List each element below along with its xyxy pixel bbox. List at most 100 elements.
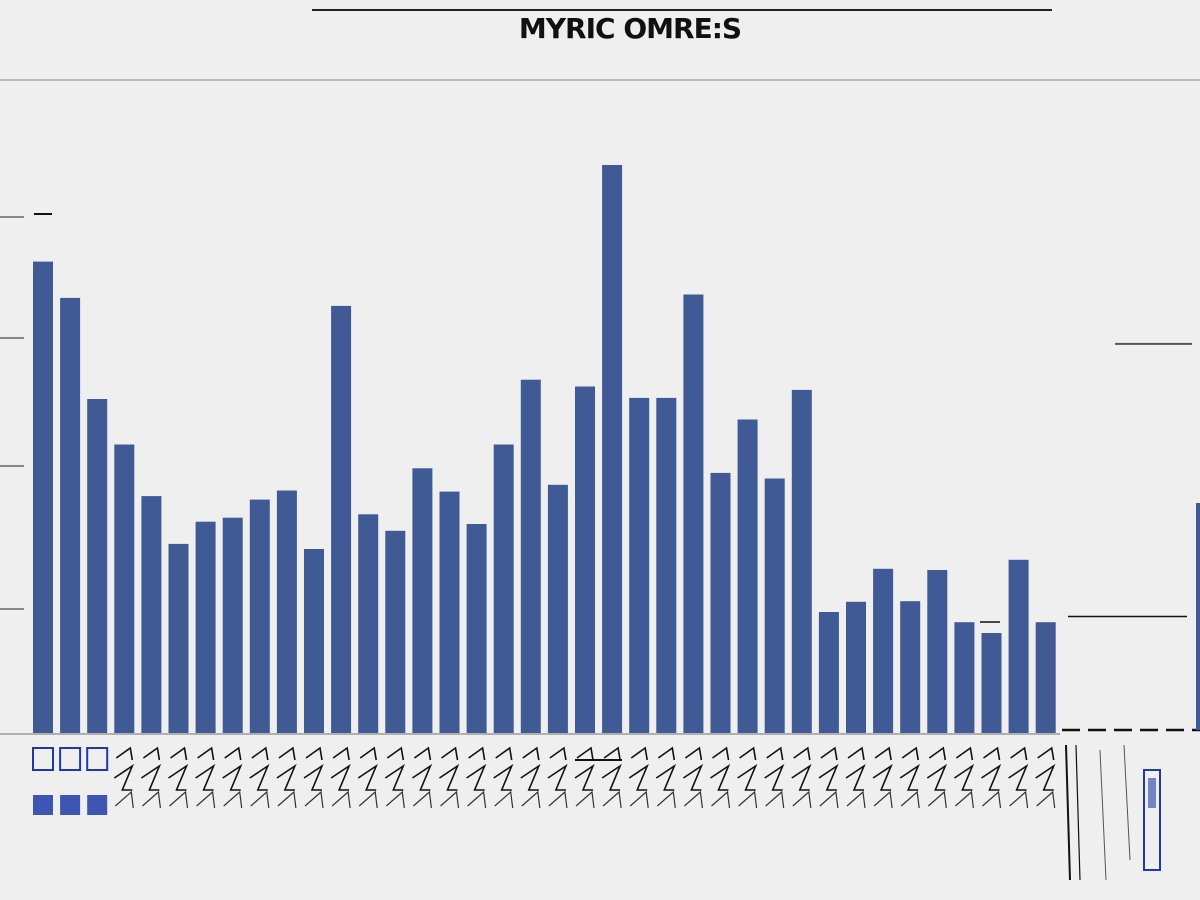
x-tick-glyph bbox=[439, 763, 460, 791]
bar bbox=[493, 444, 514, 733]
x-tick-glyph bbox=[411, 763, 433, 791]
x-tick-glyph bbox=[466, 763, 487, 791]
x-tick-glyph bbox=[384, 763, 406, 791]
x-tick-glyph bbox=[737, 763, 758, 791]
stub-tick-glyph bbox=[1065, 744, 1071, 881]
x-tick-glyph bbox=[249, 763, 270, 791]
bar bbox=[737, 419, 758, 733]
x-tick-glyph bbox=[900, 790, 920, 809]
x-tick-glyph bbox=[440, 790, 460, 809]
bar bbox=[873, 568, 894, 733]
stub-tick-glyph bbox=[1075, 744, 1081, 881]
x-tick-glyph bbox=[305, 746, 323, 761]
x-tick-glyph bbox=[847, 746, 865, 761]
x-tick-glyph bbox=[926, 763, 948, 791]
x-tick-glyph bbox=[845, 763, 866, 791]
x-tick-glyph bbox=[549, 746, 567, 761]
x-tick-glyph bbox=[791, 763, 812, 791]
x-tick-glyph bbox=[385, 790, 405, 809]
x-tick-glyph bbox=[547, 763, 568, 791]
x-tick-glyph bbox=[357, 763, 378, 791]
bar bbox=[331, 305, 352, 733]
bar bbox=[602, 165, 623, 733]
x-tick-glyph bbox=[331, 790, 351, 809]
x-tick-glyph bbox=[738, 790, 758, 809]
stub-bar bbox=[1196, 503, 1200, 730]
x-tick-glyph bbox=[142, 790, 161, 809]
x-tick-glyph bbox=[140, 763, 162, 791]
x-tick-glyph bbox=[766, 746, 784, 761]
x-tick-glyph bbox=[113, 763, 135, 791]
bar bbox=[846, 601, 866, 733]
stub-tick-glyph bbox=[1099, 749, 1107, 881]
x-tick-glyph bbox=[1037, 746, 1055, 761]
x-tick-glyph bbox=[413, 746, 432, 761]
x-tick-glyph bbox=[657, 746, 676, 761]
bar bbox=[114, 444, 135, 733]
x-tick-glyph bbox=[197, 746, 215, 761]
x-tick-glyph bbox=[820, 746, 838, 761]
x-tick-glyph bbox=[630, 746, 648, 761]
x-tick-glyph bbox=[493, 763, 514, 791]
bar bbox=[249, 499, 270, 733]
x-tick-glyph bbox=[33, 795, 53, 815]
x-tick-glyph bbox=[1036, 790, 1056, 809]
x-tick-glyph bbox=[142, 746, 161, 761]
x-tick-glyph bbox=[793, 746, 811, 761]
x-tick-glyph bbox=[601, 763, 622, 791]
bar bbox=[276, 490, 297, 733]
x-tick-glyph bbox=[739, 746, 757, 761]
bar bbox=[358, 514, 379, 733]
x-tick-glyph bbox=[277, 790, 297, 809]
x-tick-glyph bbox=[1008, 763, 1029, 791]
x-tick-glyph bbox=[60, 795, 81, 815]
bar bbox=[439, 491, 460, 733]
bar bbox=[927, 570, 948, 733]
x-tick-glyph bbox=[303, 763, 324, 791]
bar bbox=[466, 524, 487, 733]
bar bbox=[818, 612, 839, 733]
x-tick-glyph bbox=[32, 747, 54, 771]
bar bbox=[33, 261, 53, 733]
x-tick-glyph bbox=[114, 790, 134, 809]
x-tick-glyph bbox=[251, 746, 269, 761]
x-tick-glyph bbox=[872, 763, 893, 791]
x-tick-glyph bbox=[441, 746, 459, 761]
bar bbox=[791, 389, 812, 733]
x-tick-glyph bbox=[196, 790, 216, 809]
x-tick-glyph bbox=[764, 763, 785, 791]
x-tick-glyph bbox=[359, 746, 377, 761]
x-tick-glyph bbox=[168, 763, 189, 791]
x-tick-glyph bbox=[792, 790, 812, 809]
x-tick-glyph bbox=[170, 746, 188, 761]
bar bbox=[900, 601, 921, 733]
x-tick-glyph bbox=[468, 746, 486, 761]
bar bbox=[385, 530, 406, 733]
x-tick-glyph bbox=[87, 795, 108, 815]
bar bbox=[710, 472, 731, 733]
x-tick-glyph bbox=[1035, 763, 1056, 791]
x-tick-glyph bbox=[574, 763, 595, 791]
x-tick-glyph bbox=[684, 746, 703, 761]
x-tick-glyph bbox=[495, 746, 513, 761]
bar bbox=[575, 386, 595, 733]
x-tick-glyph bbox=[874, 746, 892, 761]
x-tick-glyph bbox=[684, 790, 703, 809]
x-tick-glyph bbox=[115, 746, 134, 761]
bar bbox=[683, 294, 704, 733]
chart-title: MYRIC OMRE:S bbox=[518, 12, 742, 45]
x-tick-glyph bbox=[712, 746, 730, 761]
bar bbox=[656, 397, 677, 733]
bar bbox=[954, 622, 975, 733]
x-tick-glyph bbox=[522, 746, 540, 761]
bar bbox=[1035, 622, 1056, 733]
x-tick-glyph bbox=[548, 790, 568, 809]
x-tick-glyph bbox=[59, 747, 82, 771]
x-tick-glyph bbox=[358, 790, 378, 809]
x-tick-glyph bbox=[276, 763, 297, 791]
bar bbox=[168, 543, 189, 733]
bar bbox=[222, 517, 243, 733]
x-tick-glyph bbox=[386, 746, 405, 761]
x-tick-glyph bbox=[169, 790, 189, 809]
